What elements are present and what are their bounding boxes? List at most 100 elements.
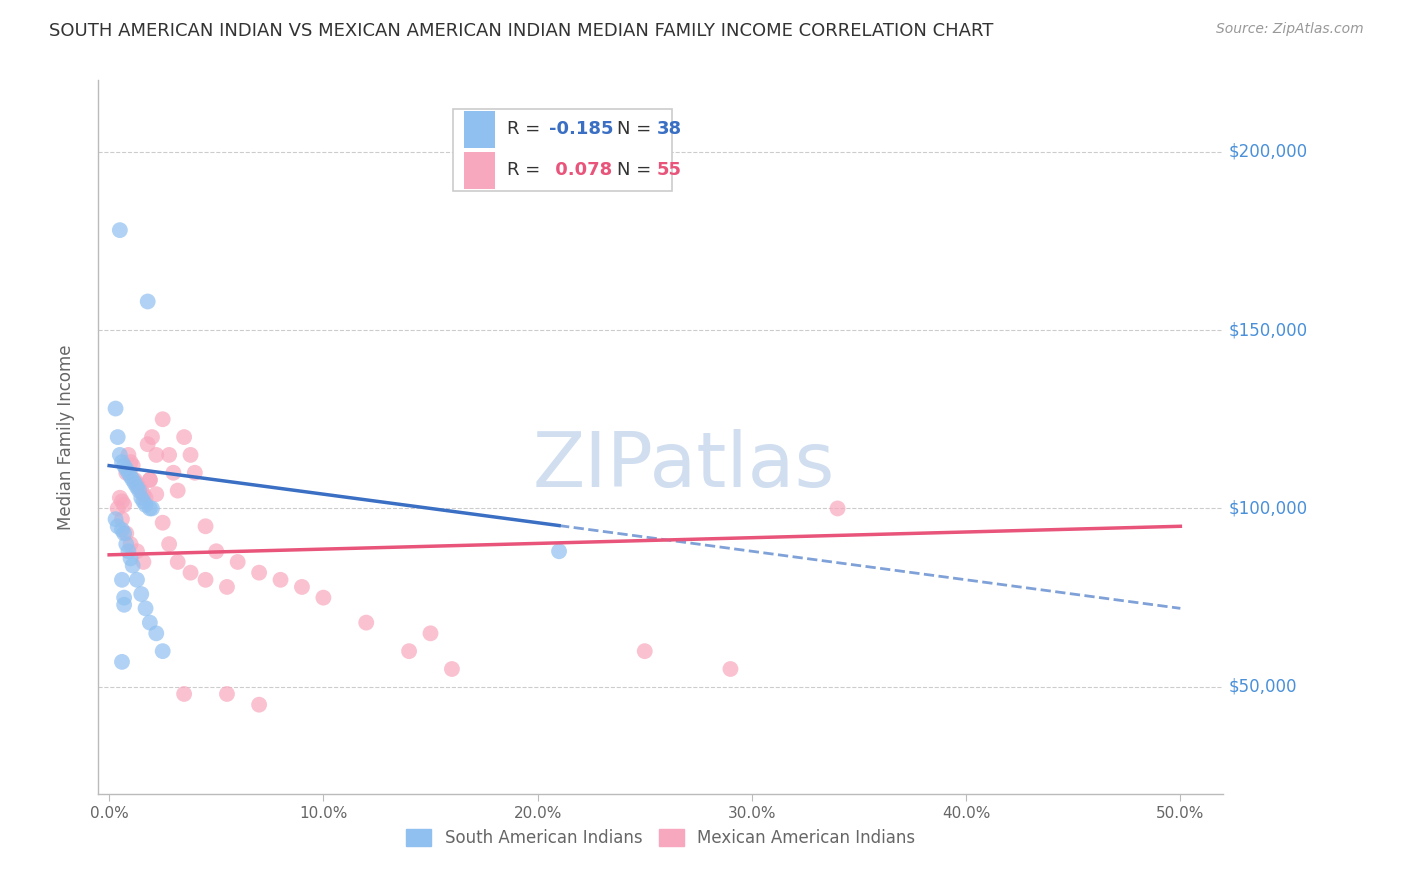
Text: N =: N =: [617, 161, 657, 179]
Point: [115, 466, 138, 480]
Point: [128, 483, 150, 498]
Point: [184, 466, 207, 480]
Point: [205, 544, 228, 558]
Point: [111, 573, 134, 587]
Text: $50,000: $50,000: [1229, 678, 1298, 696]
Point: [107, 430, 129, 444]
Text: 0.078: 0.078: [550, 161, 613, 179]
Point: [111, 494, 134, 508]
Point: [111, 455, 134, 469]
Point: [120, 469, 142, 483]
Point: [104, 401, 127, 416]
Point: [135, 491, 157, 505]
Point: [125, 476, 148, 491]
Point: [128, 480, 150, 494]
Point: [398, 644, 420, 658]
Point: [108, 491, 131, 505]
Point: [129, 483, 152, 498]
Point: [419, 626, 441, 640]
Point: [112, 498, 135, 512]
Text: 38: 38: [657, 120, 682, 138]
Text: ZIPatlas: ZIPatlas: [531, 429, 835, 502]
Text: Source: ZipAtlas.com: Source: ZipAtlas.com: [1216, 22, 1364, 37]
Point: [180, 448, 202, 462]
Point: [136, 437, 159, 451]
Point: [112, 598, 135, 612]
Point: [173, 430, 195, 444]
Point: [124, 473, 146, 487]
Point: [720, 662, 742, 676]
Point: [136, 294, 159, 309]
Point: [173, 687, 195, 701]
Point: [440, 662, 463, 676]
Point: [247, 566, 270, 580]
Text: R =: R =: [506, 161, 546, 179]
Point: [247, 698, 270, 712]
Point: [139, 473, 162, 487]
Point: [215, 580, 238, 594]
Point: [115, 537, 138, 551]
Point: [129, 587, 152, 601]
Point: [139, 615, 162, 630]
Point: [111, 523, 134, 537]
Point: [107, 501, 129, 516]
Y-axis label: Median Family Income: Median Family Income: [56, 344, 75, 530]
Point: [115, 526, 138, 541]
Point: [312, 591, 335, 605]
Point: [145, 626, 167, 640]
Point: [194, 573, 217, 587]
Point: [354, 615, 377, 630]
Point: [115, 462, 138, 476]
Point: [135, 601, 157, 615]
Point: [120, 537, 142, 551]
Bar: [464, 111, 495, 148]
Point: [827, 501, 849, 516]
Point: [121, 458, 143, 473]
Point: [117, 448, 139, 462]
Point: [152, 644, 174, 658]
Point: [145, 487, 167, 501]
Point: [129, 491, 152, 505]
Point: [132, 494, 155, 508]
Point: [121, 558, 143, 573]
Point: [166, 555, 188, 569]
Text: R =: R =: [506, 120, 546, 138]
Point: [194, 519, 217, 533]
Point: [111, 512, 134, 526]
Point: [157, 448, 180, 462]
Point: [132, 487, 155, 501]
Text: $150,000: $150,000: [1229, 321, 1308, 339]
Text: 55: 55: [657, 161, 682, 179]
Point: [135, 498, 157, 512]
Point: [125, 480, 148, 494]
Point: [215, 687, 238, 701]
Point: [108, 223, 131, 237]
Text: SOUTH AMERICAN INDIAN VS MEXICAN AMERICAN INDIAN MEDIAN FAMILY INCOME CORRELATIO: SOUTH AMERICAN INDIAN VS MEXICAN AMERICA…: [49, 22, 994, 40]
Point: [548, 544, 571, 558]
Text: $100,000: $100,000: [1229, 500, 1308, 517]
Point: [117, 544, 139, 558]
Point: [157, 537, 180, 551]
Point: [117, 466, 139, 480]
Point: [139, 473, 162, 487]
Point: [120, 551, 142, 566]
Legend: South American Indians, Mexican American Indians: South American Indians, Mexican American…: [399, 822, 922, 854]
Point: [107, 519, 129, 533]
Point: [180, 566, 202, 580]
Point: [152, 516, 174, 530]
Text: -0.185: -0.185: [550, 120, 614, 138]
Point: [112, 526, 135, 541]
FancyBboxPatch shape: [453, 109, 672, 191]
Point: [108, 448, 131, 462]
Point: [141, 501, 163, 516]
Point: [111, 655, 134, 669]
Text: $200,000: $200,000: [1229, 143, 1308, 161]
Point: [166, 483, 188, 498]
Point: [132, 555, 155, 569]
Point: [125, 573, 148, 587]
Point: [139, 501, 162, 516]
Point: [112, 591, 135, 605]
Point: [162, 466, 184, 480]
Point: [141, 430, 163, 444]
Point: [152, 412, 174, 426]
